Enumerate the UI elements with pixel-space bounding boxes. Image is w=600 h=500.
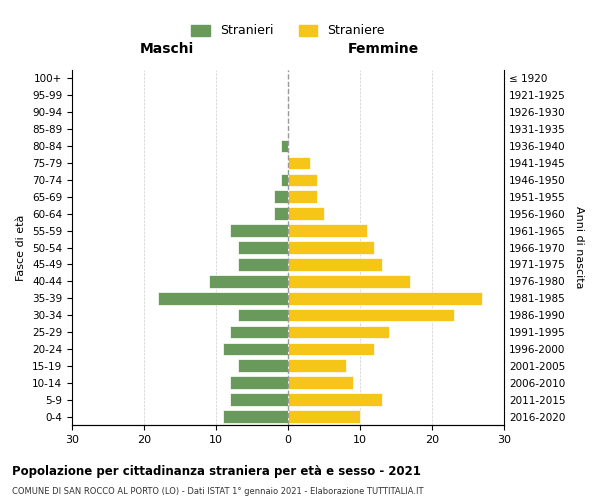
Text: COMUNE DI SAN ROCCO AL PORTO (LO) - Dati ISTAT 1° gennaio 2021 - Elaborazione TU: COMUNE DI SAN ROCCO AL PORTO (LO) - Dati… [12,488,424,496]
Bar [288,258,382,270]
Bar [230,376,288,389]
Bar [288,190,317,203]
Legend: Stranieri, Straniere: Stranieri, Straniere [186,20,390,42]
Bar [238,241,288,254]
Bar [288,360,346,372]
Bar [288,208,324,220]
Bar [223,342,288,355]
Bar [230,394,288,406]
Bar [288,394,382,406]
Bar [288,342,374,355]
Bar [288,224,367,237]
Bar [230,224,288,237]
Bar [238,258,288,270]
Text: Maschi: Maschi [140,42,194,56]
Bar [288,275,410,287]
Bar [158,292,288,304]
Y-axis label: Anni di nascita: Anni di nascita [574,206,584,289]
Bar [281,174,288,186]
Bar [281,140,288,152]
Y-axis label: Fasce di età: Fasce di età [16,214,26,280]
Bar [288,309,454,322]
Bar [223,410,288,423]
Bar [288,174,317,186]
Bar [288,156,310,170]
Bar [274,190,288,203]
Bar [288,326,389,338]
Bar [288,410,360,423]
Text: Popolazione per cittadinanza straniera per età e sesso - 2021: Popolazione per cittadinanza straniera p… [12,465,421,478]
Bar [288,292,482,304]
Bar [230,326,288,338]
Bar [274,208,288,220]
Bar [238,309,288,322]
Bar [288,241,374,254]
Bar [238,360,288,372]
Text: Femmine: Femmine [347,42,419,56]
Bar [209,275,288,287]
Bar [288,376,353,389]
